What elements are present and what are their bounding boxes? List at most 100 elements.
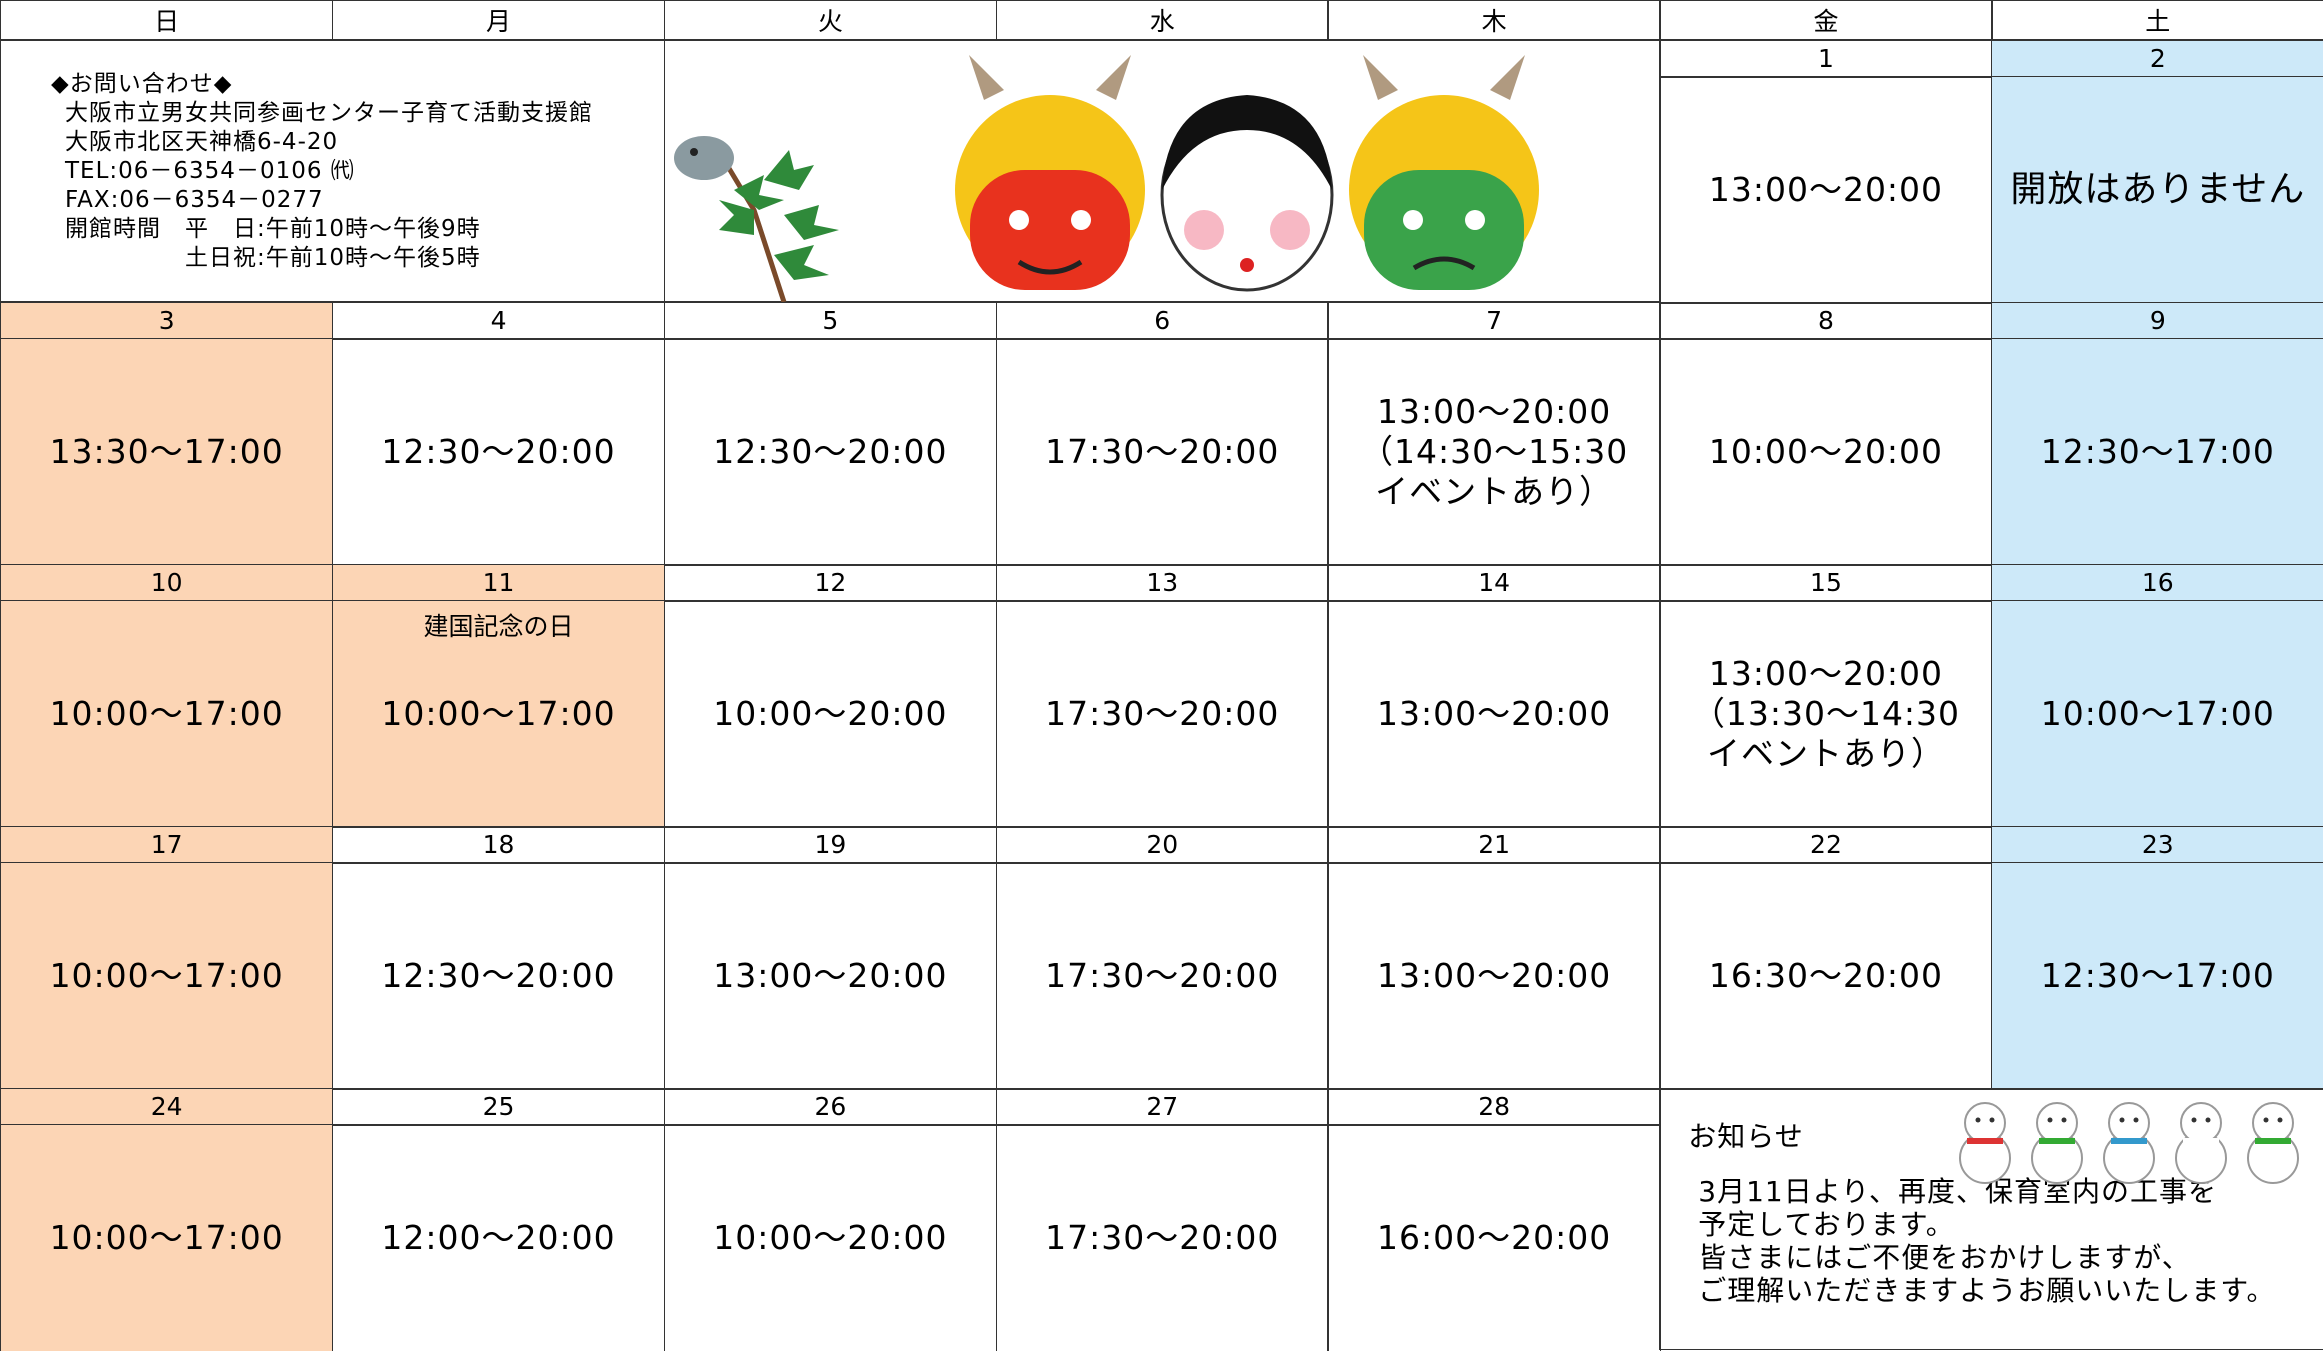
date: 8: [1818, 306, 1834, 336]
date-cell: 16: [1991, 564, 2323, 602]
date: 19: [814, 830, 847, 860]
hours-cell: 10:00～17:00: [0, 862, 334, 1090]
notice-line: 皆さまにはご不便をおかけしますが、: [1698, 1241, 2191, 1274]
okame: [1160, 95, 1334, 292]
hours-cell: 10:00～17:00: [0, 1124, 334, 1351]
opening-hours: 12:30～17:00: [2040, 955, 2275, 995]
date: 11: [482, 568, 515, 598]
weekday-header: 水: [995, 0, 1329, 40]
date: 4: [490, 306, 507, 336]
opening-hours: 17:30～20:00: [1045, 955, 1280, 995]
notice-box: お知らせ 3月11日より、再度、保育室内の工事を 予定しております。 皆さまにはご不便…: [1659, 1088, 2323, 1350]
date: 12: [814, 568, 847, 598]
opening-hours: （14:30～15:30: [1359, 431, 1629, 471]
date-cell: 26: [663, 1088, 998, 1126]
date-cell: 7: [1327, 302, 1661, 340]
date: 16: [2141, 568, 2174, 598]
date: 17: [150, 830, 183, 860]
opening-hours: 13:00～20:00: [1376, 391, 1612, 431]
hours-cell: 12:00～20:00: [331, 1124, 666, 1351]
notice-line: ご理解いただきますようお願いいたします。: [1698, 1274, 2276, 1307]
opening-hours: 17:30～20:00: [1045, 693, 1280, 733]
weekday-header: 木: [1327, 0, 1661, 40]
weekday-label: 火: [817, 7, 843, 36]
date: 3: [158, 306, 175, 336]
notice-line: 予定しております。: [1698, 1208, 1955, 1241]
hours-cell: 16:30～20:00: [1659, 862, 1993, 1090]
weekday-label: 水: [1149, 7, 1175, 36]
opening-hours: 10:00～17:00: [2040, 693, 2275, 733]
red-oni: [955, 55, 1145, 290]
date-cell: 5: [663, 302, 998, 340]
date: 24: [150, 1092, 183, 1122]
weekday-header: 火: [663, 0, 998, 40]
weekday-label: 土: [2145, 7, 2171, 36]
opening-hours: 12:00～20:00: [381, 1217, 616, 1257]
date: 27: [1146, 1092, 1179, 1122]
date-cell: 13: [995, 564, 1329, 602]
weekday-label: 月: [486, 7, 512, 36]
weekday-header: 月: [331, 0, 666, 40]
opening-hours: 16:30～20:00: [1708, 955, 1944, 995]
opening-hours: イベントあり）: [1706, 733, 1945, 773]
holly: [674, 136, 839, 302]
opening-hours: 10:00～17:00: [381, 693, 616, 733]
hours-cell: 12:30～20:00: [331, 862, 666, 1090]
date-cell: 22: [1659, 826, 1993, 864]
hours-cell: 12:30～17:00: [1991, 862, 2323, 1090]
contact-line: 開館時間 平 日:午前10時～午後9時: [65, 215, 481, 242]
hours-cell: 17:30～20:00: [995, 1124, 1329, 1351]
opening-hours: 開放はありません: [2010, 168, 2306, 210]
hours-cell: 10:00～17:00: [0, 600, 334, 828]
weekday-header: 金: [1659, 0, 1993, 40]
opening-hours: 12:30～17:00: [2040, 431, 2275, 471]
opening-hours: （13:30～14:30: [1691, 693, 1961, 733]
opening-hours: 10:00～17:00: [49, 955, 284, 995]
date-cell: 21: [1327, 826, 1661, 864]
date-cell: 28: [1327, 1088, 1661, 1126]
date: 23: [2141, 830, 2174, 860]
hours-cell: 10:00～20:00: [1659, 338, 1993, 566]
weekday-header: 土: [1991, 0, 2323, 40]
hours-cell: 17:30～20:00: [995, 600, 1329, 828]
hours-cell: 13:00～20:00 （14:30～15:30 イベントあり）: [1327, 338, 1661, 566]
snowmen: [1959, 1102, 2300, 1184]
setsubun-illustration: [674, 55, 1539, 302]
hours-cell: 13:00～20:00: [663, 862, 998, 1090]
date-cell: 8: [1659, 302, 1993, 340]
date: 1: [1818, 44, 1834, 74]
opening-hours: 12:30～20:00: [713, 431, 948, 471]
date-cell: 15: [1659, 564, 1993, 602]
hours-cell: 16:00～20:00: [1327, 1124, 1661, 1351]
weekday-label: 金: [1813, 7, 1839, 36]
opening-hours: 13:00～20:00: [1376, 955, 1612, 995]
contact-line: FAX:06－6354－0277: [65, 186, 324, 213]
hours-cell: 12:30～17:00: [1991, 338, 2323, 566]
notice-title: お知らせ: [1688, 1120, 1804, 1153]
date: 18: [482, 830, 515, 860]
date: 28: [1478, 1092, 1510, 1122]
date-cell: 9: [1991, 302, 2323, 340]
hours-cell: 10:00～17:00: [1991, 600, 2323, 828]
opening-hours: 10:00～17:00: [49, 693, 284, 733]
weekday-header: 日: [0, 0, 334, 40]
opening-hours: 10:00～17:00: [49, 1217, 284, 1257]
date-cell: 24: [0, 1088, 334, 1126]
date: 5: [822, 306, 839, 336]
contact-box: ◆お問い合わせ◆ 大阪市立男女共同参画センター子育て活動支援館 大阪市北区天神橋6-…: [0, 40, 666, 302]
opening-hours: 13:30～17:00: [49, 431, 284, 471]
date-cell: 6: [995, 302, 1329, 340]
opening-hours: 10:00～20:00: [1708, 431, 1944, 471]
date: 10: [150, 568, 183, 598]
hours-cell: 開放はありません: [1991, 76, 2323, 304]
opening-hours: 13:00～20:00: [1708, 169, 1944, 209]
date-cell: 10: [0, 564, 334, 602]
date-cell: 12: [663, 564, 998, 602]
date: 22: [1810, 830, 1842, 860]
contact-line: 大阪市立男女共同参画センター子育て活動支援館: [65, 99, 593, 126]
date-cell: 27: [995, 1088, 1329, 1126]
contact-title: ◆お問い合わせ◆: [51, 70, 233, 97]
date: 2: [2149, 44, 2166, 74]
contact-line: TEL:06－6354－0106 ㈹: [65, 157, 355, 184]
date-cell: 18: [331, 826, 666, 864]
